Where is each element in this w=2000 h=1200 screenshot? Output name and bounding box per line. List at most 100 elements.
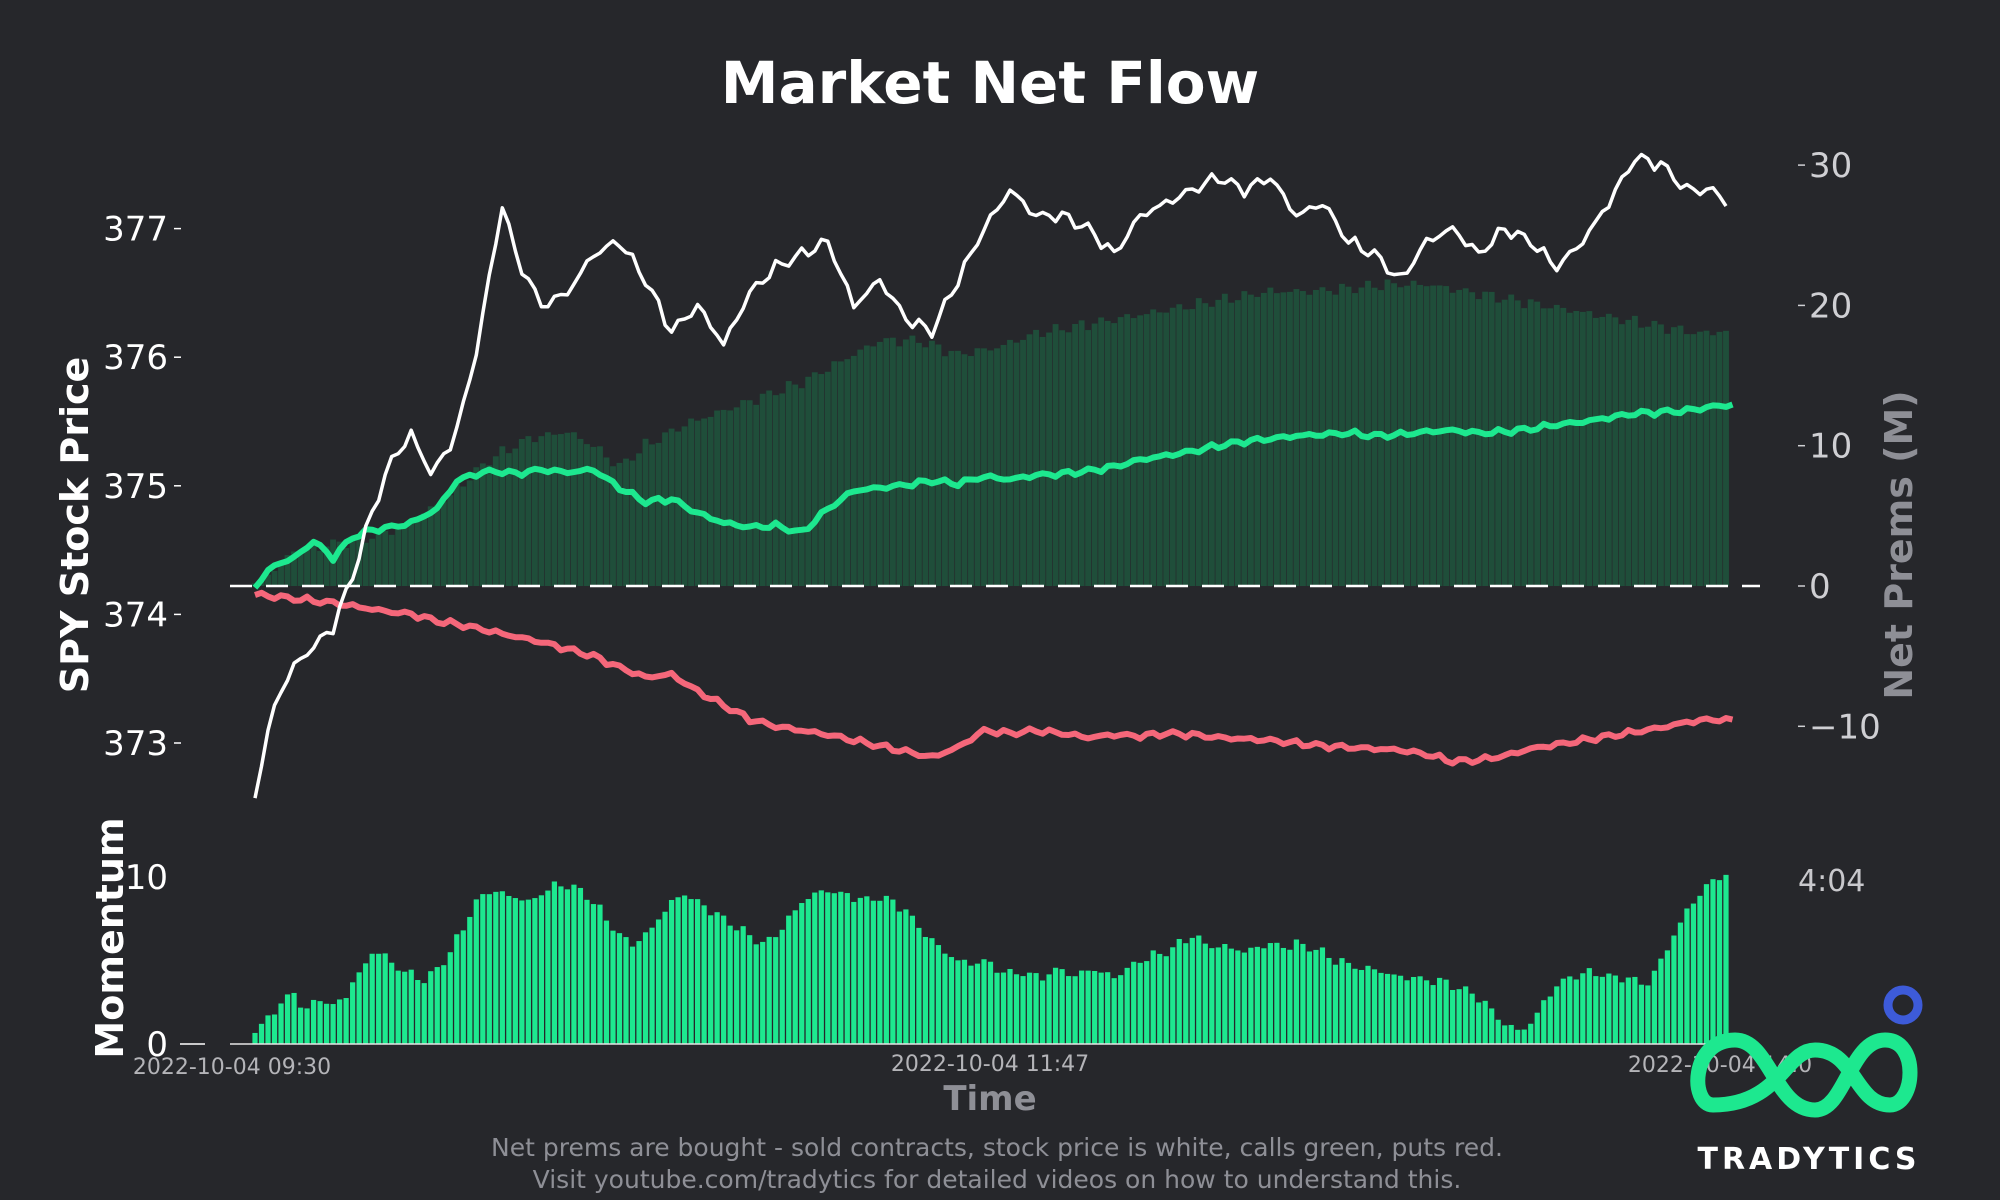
momentum-bar [1196, 935, 1202, 1044]
net-prem-bar [538, 436, 545, 586]
net-prem-bar [369, 538, 376, 586]
momentum-bar [1521, 1029, 1527, 1044]
momentum-bar [1404, 980, 1410, 1044]
net-prem-bar [902, 339, 909, 586]
momentum-bar [701, 905, 707, 1044]
net-prem-bar [863, 345, 870, 586]
momentum-bar [1059, 969, 1065, 1044]
momentum-bar [1066, 976, 1072, 1044]
momentum-bar [987, 961, 994, 1044]
momentum-bar [1450, 989, 1456, 1044]
price-line [253, 152, 1728, 799]
momentum-bar [252, 1032, 258, 1044]
momentum-bar [1137, 962, 1143, 1044]
momentum-bar [369, 953, 375, 1044]
momentum-bar [512, 898, 518, 1044]
net-prem-bar [1436, 285, 1443, 586]
net-prem-bar [278, 561, 284, 586]
net-prem-bar [1547, 308, 1554, 586]
momentum-bar [655, 919, 662, 1044]
net-prem-bar [512, 448, 519, 586]
momentum-bar [1332, 964, 1339, 1044]
momentum-bar [1098, 972, 1104, 1044]
right-tick-label: 10 [1809, 427, 1852, 467]
momentum-axis-label: Momentum [88, 817, 132, 1058]
momentum-bar [1072, 976, 1078, 1044]
momentum-bar [421, 983, 427, 1044]
net-prem-bar [1169, 307, 1176, 586]
net-prem-bar [1111, 323, 1118, 586]
momentum-bar [278, 1003, 284, 1044]
net-prem-bar [994, 348, 1000, 586]
calls-line [252, 401, 1734, 590]
momentum-bar [1039, 980, 1046, 1044]
net-prem-bar [740, 400, 747, 586]
momentum-bar [1215, 947, 1221, 1044]
momentum-bar [636, 941, 642, 1044]
net-prem-bar [1488, 291, 1495, 586]
momentum-bar [1144, 961, 1150, 1044]
x-tick-label-1: 2022-10-04 09:30 [133, 1055, 331, 1080]
momentum-bar [675, 897, 681, 1044]
momentum-bar [1567, 976, 1573, 1044]
momentum-bar [760, 941, 766, 1044]
net-prem-bar [603, 457, 610, 586]
right-tick-label: −10 [1809, 707, 1881, 747]
net-prem-bar [1176, 304, 1183, 586]
net-prem-bar [1540, 308, 1547, 586]
momentum-bar [616, 933, 623, 1044]
momentum-bar [376, 953, 382, 1044]
momentum-bar [864, 896, 870, 1044]
net-prem-bar [1221, 293, 1228, 586]
net-prem-bar [610, 466, 616, 586]
momentum-bar [1339, 958, 1345, 1044]
momentum-bar [942, 953, 948, 1044]
momentum-bar [994, 972, 1000, 1044]
momentum-bar [350, 982, 356, 1044]
momentum-bar [1508, 1024, 1514, 1044]
momentum-bar [1495, 1019, 1501, 1044]
momentum-bar [1293, 939, 1300, 1044]
net-prem-bar [688, 418, 695, 586]
momentum-bar [1189, 937, 1195, 1044]
net-prem-bar [1592, 317, 1599, 586]
net-prem-bar [1352, 293, 1358, 586]
momentum-bar [642, 932, 649, 1044]
left-axis-label: SPY Stock Price [53, 357, 97, 694]
momentum-bar [1254, 946, 1260, 1044]
momentum-bar [955, 960, 961, 1044]
momentum-bar [447, 952, 453, 1044]
momentum-bar [668, 899, 675, 1044]
net-prem-bar [974, 348, 981, 586]
net-prem-bar [343, 548, 350, 586]
momentum-bar [1528, 1023, 1534, 1044]
net-prem-bar [544, 432, 551, 586]
net-prem-bar [1085, 330, 1092, 586]
momentum-bar [1580, 973, 1586, 1044]
momentum-bar [1541, 1000, 1547, 1044]
net-prem-bar [1326, 290, 1332, 586]
x-tick-label-2: 2022-10-04 11:47 [891, 1052, 1089, 1077]
net-prem-bar [1631, 315, 1638, 586]
momentum-bar [1586, 968, 1592, 1044]
net-prem-bar [1638, 327, 1645, 586]
net-prem-bar [1052, 324, 1059, 586]
net-prem-bar [1723, 330, 1729, 586]
net-prem-bar [968, 356, 974, 586]
net-prem-bar [1104, 320, 1111, 586]
momentum-bar [857, 897, 863, 1044]
net-prem-bar [857, 349, 864, 586]
net-prem-bar [1651, 320, 1658, 586]
net-prem-bar [388, 534, 395, 586]
momentum-bar [284, 994, 291, 1044]
net-prem-bar [1521, 308, 1528, 586]
momentum-bar [1020, 976, 1026, 1044]
net-prem-bar [883, 338, 890, 586]
net-prem-bar [1469, 292, 1476, 586]
momentum-bar [896, 911, 902, 1044]
net-prem-bar [772, 395, 779, 586]
net-prem-bar [811, 372, 818, 586]
puts-line [254, 589, 1734, 767]
momentum-bar [428, 971, 434, 1044]
momentum-bar [1118, 975, 1124, 1044]
